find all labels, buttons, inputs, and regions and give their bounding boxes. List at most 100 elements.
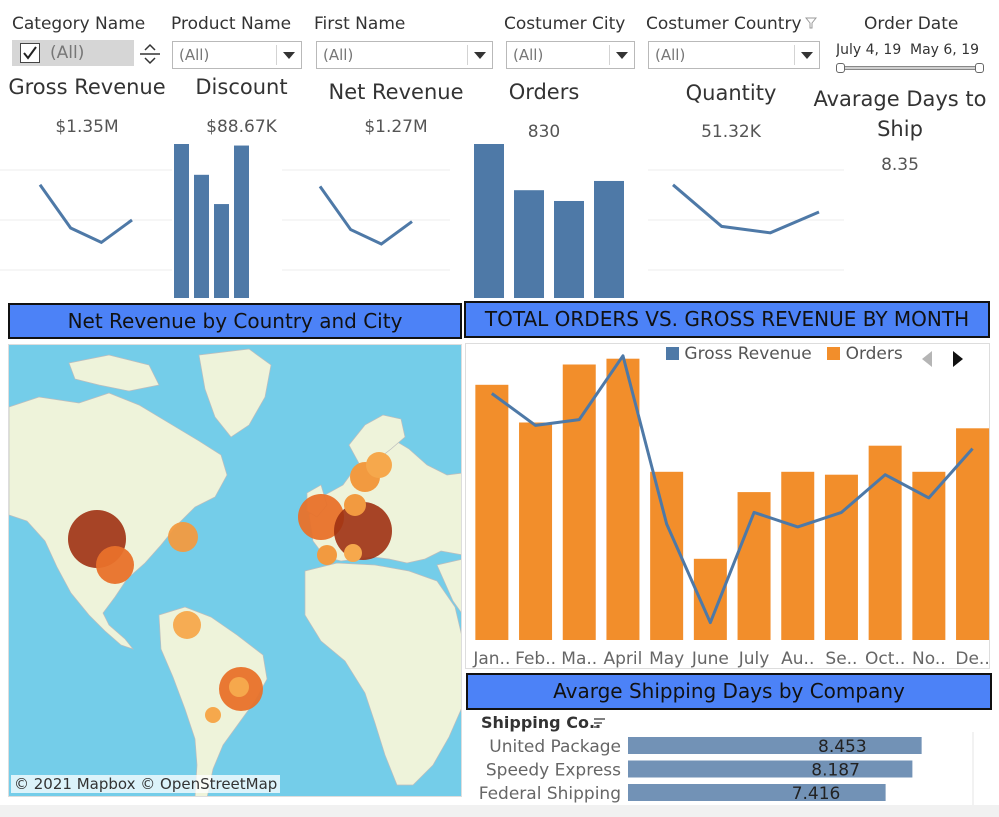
chevron-down-icon bbox=[801, 52, 813, 59]
shipping-bar-chart: United Package 8.453 Speedy Express 8.187 Fe… bbox=[479, 732, 974, 808]
map-attribution[interactable]: © 2021 Mapbox © OpenStreetMap bbox=[11, 775, 281, 793]
orders-bar[interactable] bbox=[606, 358, 640, 640]
dropdown-separator bbox=[276, 45, 277, 65]
checkmark-icon bbox=[23, 46, 37, 60]
discount-sparkbars bbox=[174, 144, 249, 298]
orders-spark-bar bbox=[594, 180, 624, 298]
shipping-days-value: 8.453 bbox=[818, 737, 867, 757]
map-title-banner: Net Revenue by Country and City bbox=[8, 303, 462, 339]
bottom-scroll-strip bbox=[0, 805, 999, 817]
orders-bar[interactable] bbox=[912, 471, 946, 640]
bubble-venezuela[interactable] bbox=[173, 611, 201, 639]
shipping-days-bar[interactable] bbox=[628, 737, 922, 754]
category-filter[interactable]: (All) bbox=[12, 40, 162, 66]
orders-bar[interactable] bbox=[868, 445, 902, 640]
map-bubbles bbox=[68, 452, 392, 723]
city-filter-dropdown[interactable]: (All) bbox=[506, 41, 635, 69]
country-filter-dropdown[interactable]: (All) bbox=[648, 41, 820, 69]
dropdown-separator bbox=[467, 45, 468, 65]
discount-spark-bar bbox=[194, 174, 209, 298]
legend-swatch-orders bbox=[827, 347, 841, 360]
month-label: Ma.. bbox=[561, 649, 597, 669]
shipping-company-label: Federal Shipping bbox=[479, 784, 621, 804]
dropdown-separator bbox=[609, 45, 610, 65]
city-filter-label: Costumer City bbox=[504, 14, 626, 34]
slider-handle-start[interactable] bbox=[836, 63, 845, 73]
slider-handle-end[interactable] bbox=[975, 63, 984, 73]
category-spinner[interactable] bbox=[140, 42, 160, 66]
slider-track bbox=[840, 66, 980, 70]
month-label: Jan.. bbox=[472, 649, 510, 669]
month-label: July bbox=[738, 649, 770, 669]
kpi-discount-title: Discount bbox=[195, 75, 288, 99]
country-filter-value: (All) bbox=[655, 46, 686, 64]
shipping-days-value: 8.187 bbox=[811, 761, 860, 781]
shipping-title-banner: Avarge Shipping Days by Company bbox=[466, 673, 992, 710]
orders-bar[interactable] bbox=[519, 422, 553, 641]
orders-bar[interactable] bbox=[781, 471, 815, 640]
product-filter-label: Product Name bbox=[171, 14, 292, 34]
shipping-column-header: Shipping Co.. bbox=[481, 713, 602, 732]
bubble-spain[interactable] bbox=[317, 545, 337, 565]
world-map bbox=[9, 345, 461, 796]
orders-bar[interactable] bbox=[562, 364, 596, 641]
orders-spark-bar bbox=[554, 200, 584, 298]
chevron-down-icon bbox=[283, 52, 295, 59]
order-date-filter-label: Order Date bbox=[864, 14, 959, 34]
month-label: Feb.. bbox=[515, 649, 556, 669]
orders-spark-bar bbox=[514, 190, 544, 298]
shipping-days-bar[interactable] bbox=[628, 760, 913, 778]
bubble-us-east[interactable] bbox=[168, 522, 198, 552]
middle-east bbox=[436, 559, 461, 613]
bubble-belgium[interactable] bbox=[344, 494, 366, 516]
discount-spark-bar bbox=[174, 144, 189, 298]
bubble-argentina[interactable] bbox=[205, 707, 221, 723]
gross-revenue-line bbox=[490, 354, 974, 625]
combo-chart-panel: Gross Revenue Orders Jan.. Feb.. Ma.. April… bbox=[465, 343, 990, 669]
gross-revenue-sparkline bbox=[0, 169, 172, 271]
legend-label-orders: Orders bbox=[845, 344, 903, 364]
arctic-islands bbox=[68, 354, 160, 392]
combo-chart-svg: Jan.. Feb.. Ma.. April May June July Au.. Se.. Oc… bbox=[472, 354, 990, 669]
orders-bar[interactable] bbox=[956, 428, 990, 640]
bubble-brazil-city[interactable] bbox=[229, 677, 249, 697]
month-label: Se.. bbox=[825, 649, 857, 669]
product-filter-dropdown[interactable]: (All) bbox=[172, 41, 302, 69]
orders-bar[interactable] bbox=[650, 471, 684, 640]
kpi-net-revenue-value: $1.27M bbox=[364, 117, 428, 137]
kpi-quantity-value: 51.32K bbox=[701, 122, 761, 142]
category-filter-label: Category Name bbox=[12, 14, 146, 34]
order-date-slider[interactable] bbox=[836, 63, 984, 73]
shipping-days-value: 7.416 bbox=[792, 784, 841, 804]
bubble-finland[interactable] bbox=[366, 452, 392, 478]
legend-prev-arrow-icon[interactable] bbox=[921, 350, 933, 368]
bubble-italy[interactable] bbox=[344, 544, 362, 562]
first-name-filter-dropdown[interactable]: (All) bbox=[316, 41, 493, 69]
net-revenue-sparkline bbox=[282, 169, 450, 271]
category-checkbox[interactable] bbox=[20, 43, 40, 63]
quantity-sparkline bbox=[648, 169, 844, 271]
month-label: June bbox=[691, 649, 729, 669]
discount-spark-bar bbox=[214, 204, 229, 298]
orders-bar[interactable] bbox=[475, 384, 509, 640]
chevron-down-icon bbox=[474, 52, 486, 59]
filter-funnel-icon[interactable] bbox=[805, 17, 817, 29]
bubble-us-southwest[interactable] bbox=[96, 546, 134, 584]
sort-icon[interactable] bbox=[592, 717, 606, 729]
order-date-end: May 6, 19 bbox=[910, 42, 980, 58]
bubble-france[interactable] bbox=[298, 494, 344, 540]
chevron-down-icon bbox=[616, 52, 628, 59]
category-filter-value: (All) bbox=[50, 43, 85, 63]
orders-bar[interactable] bbox=[824, 474, 858, 640]
month-label: May bbox=[649, 649, 684, 669]
order-date-range: July 4, 19 May 6, 19 bbox=[836, 42, 988, 62]
legend-next-arrow-icon[interactable] bbox=[952, 350, 964, 368]
shipping-company-label: Speedy Express bbox=[486, 761, 621, 781]
first-name-filter-value: (All) bbox=[323, 46, 354, 64]
shipping-days-bar[interactable] bbox=[628, 784, 886, 801]
south-america bbox=[158, 606, 268, 796]
discount-spark-bar bbox=[234, 145, 249, 298]
revenue-map[interactable]: © 2021 Mapbox © OpenStreetMap bbox=[8, 344, 462, 797]
kpi-discount-value: $88.67K bbox=[206, 117, 277, 137]
orders-spark-bar bbox=[474, 144, 504, 298]
